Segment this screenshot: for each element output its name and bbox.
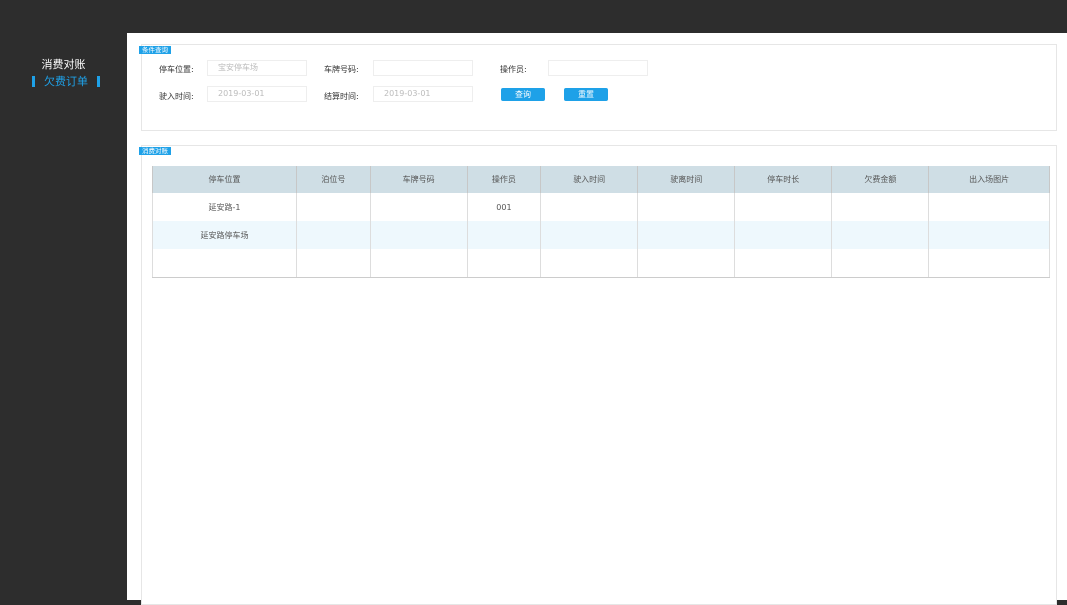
table-cell	[928, 193, 1050, 221]
table-cell	[296, 249, 371, 278]
top-bar	[0, 0, 1067, 33]
settle-time-input[interactable]: 2019-03-01	[373, 86, 473, 102]
table-cell	[540, 221, 639, 249]
query-section-badge: 条件查询	[139, 46, 171, 54]
active-indicator-right	[97, 76, 100, 87]
table-cell	[369, 249, 468, 278]
sidebar-item-label: 欠费订单	[44, 75, 88, 88]
sidebar: 消费对账 欠费订单	[0, 33, 127, 600]
column-header: 停车位置	[151, 166, 298, 193]
main-content: 停车位置: 宝安停车场 车牌号码: 操作员: 驶入时间: 2019-03-01 …	[127, 33, 1067, 605]
table-cell	[734, 221, 833, 249]
table-row[interactable]	[151, 249, 1050, 278]
table-cell: 延安路-1	[151, 193, 298, 221]
results-table: 停车位置 泊位号 车牌号码 操作员 驶入时间 驶离时间 停车时长 欠费金额 出入…	[151, 166, 1050, 278]
table-cell	[540, 249, 639, 278]
column-header: 泊位号	[296, 166, 371, 193]
operator-label: 操作员:	[500, 65, 527, 74]
table-cell	[637, 249, 736, 278]
search-button[interactable]: 查询	[501, 88, 545, 101]
reset-button[interactable]: 重置	[564, 88, 608, 101]
column-header: 欠费金额	[831, 166, 930, 193]
parking-location-label: 停车位置:	[159, 65, 194, 74]
table-cell	[637, 221, 736, 249]
table-cell	[831, 221, 930, 249]
parking-location-input[interactable]: 宝安停车场	[207, 60, 307, 76]
table-cell: 001	[466, 193, 542, 221]
plate-input[interactable]	[373, 60, 473, 76]
table-cell	[466, 249, 542, 278]
table-cell	[151, 249, 298, 278]
table-cell: 延安路停车场	[151, 221, 298, 249]
operator-input[interactable]	[548, 60, 648, 76]
table-cell	[831, 193, 930, 221]
sidebar-item-arrears-orders[interactable]: 欠费订单	[32, 76, 100, 88]
column-header: 车牌号码	[369, 166, 468, 193]
enter-time-label: 驶入时间:	[159, 92, 194, 101]
column-header: 驶离时间	[637, 166, 736, 193]
table-cell	[466, 221, 542, 249]
column-header: 出入场图片	[928, 166, 1050, 193]
table-cell	[734, 193, 833, 221]
enter-time-input[interactable]: 2019-03-01	[207, 86, 307, 102]
table-cell	[540, 193, 639, 221]
table-cell	[734, 249, 833, 278]
column-header: 停车时长	[734, 166, 833, 193]
plate-label: 车牌号码:	[324, 65, 359, 74]
table-row[interactable]: 延安路停车场	[151, 221, 1050, 249]
active-indicator-left	[32, 76, 35, 87]
table-cell	[296, 193, 371, 221]
column-header: 驶入时间	[540, 166, 639, 193]
column-header: 操作员	[466, 166, 542, 193]
table-cell	[928, 249, 1050, 278]
table-cell	[831, 249, 930, 278]
query-panel: 停车位置: 宝安停车场 车牌号码: 操作员: 驶入时间: 2019-03-01 …	[141, 44, 1057, 131]
table-cell	[369, 221, 468, 249]
table-cell	[296, 221, 371, 249]
settle-time-label: 结算时间:	[324, 92, 359, 101]
table-cell	[637, 193, 736, 221]
table-header-row: 停车位置 泊位号 车牌号码 操作员 驶入时间 驶离时间 停车时长 欠费金额 出入…	[151, 166, 1050, 193]
sidebar-section-title[interactable]: 消费对账	[41, 58, 86, 71]
table-cell	[928, 221, 1050, 249]
table-row[interactable]: 延安路-1 001	[151, 193, 1050, 221]
results-section-badge: 消费对账	[139, 147, 171, 155]
table-cell	[369, 193, 468, 221]
